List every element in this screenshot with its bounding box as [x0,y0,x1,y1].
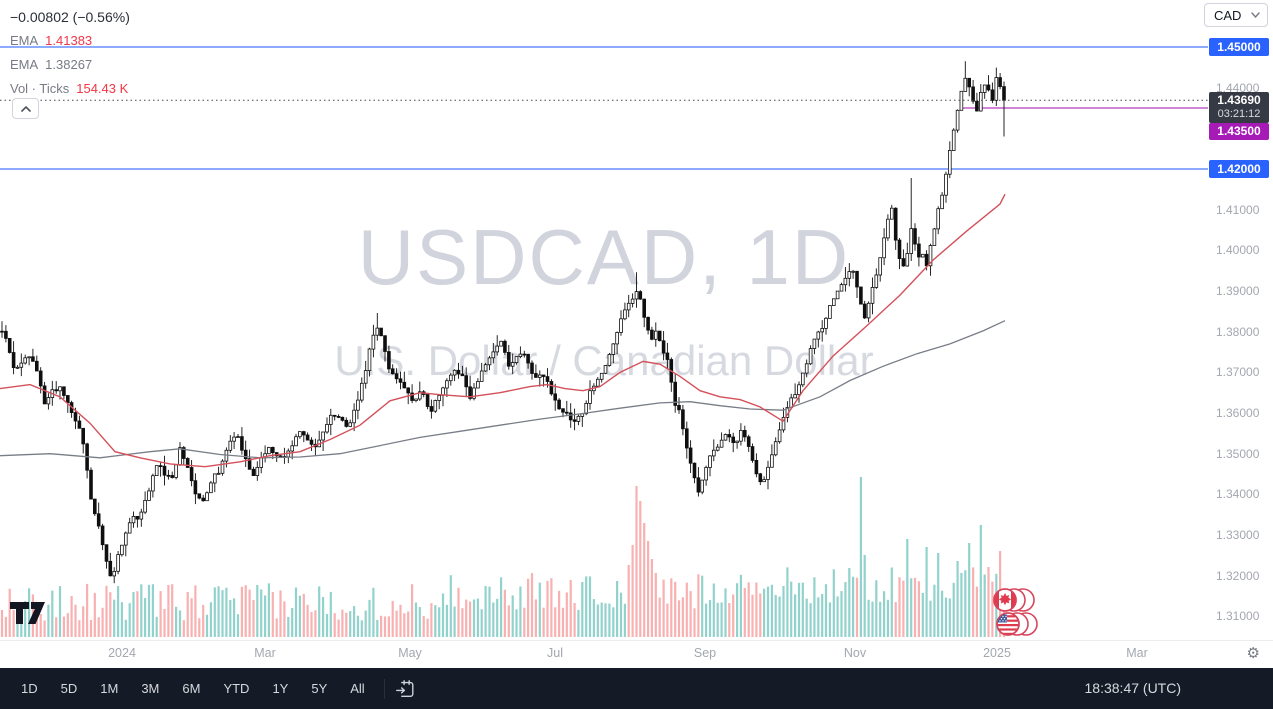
level-price-badge[interactable]: 1.42000 [1209,160,1269,178]
time-axis-label: Sep [693,646,717,660]
legend: −0.00802 (−0.56%) EMA 1.41383 EMA 1.38267 … [10,5,130,101]
price-axis-label: 1.33000 [1216,528,1260,542]
canada-events-icon[interactable] [992,586,1036,619]
last-price-value: 1.43690 [1217,93,1261,107]
ema-slow-label: EMA [10,57,39,72]
level-price-badge[interactable]: 1.45000 [1209,38,1269,56]
currency-selector[interactable]: CAD [1204,3,1268,27]
ema-fast-row[interactable]: EMA 1.41383 [10,29,130,53]
range-button-ytd[interactable]: YTD [213,677,259,700]
chevron-down-icon [1251,12,1260,18]
price-axis-label: 1.38000 [1216,325,1260,339]
range-button-3m[interactable]: 3M [131,677,169,700]
gear-icon[interactable]: ⚙ [1246,644,1260,662]
bottom-toolbar: 1D 5D 1M 3M 6M YTD 1Y 5Y All 18:38:47 (UTC) [0,668,1273,709]
range-button-1y[interactable]: 1Y [262,677,298,700]
range-button-6m[interactable]: 6M [172,677,210,700]
bar-countdown: 03:21:12 [1217,108,1261,120]
time-axis-label: Mar [254,646,276,660]
price-axis-label: 1.31000 [1216,609,1260,623]
range-button-5y[interactable]: 5Y [301,677,337,700]
currency-selector-value: CAD [1214,7,1242,23]
time-axis-label: Nov [843,646,867,660]
price-axis-label: 1.34000 [1216,487,1260,501]
range-button-1d[interactable]: 1D [11,677,48,700]
range-button-5d[interactable]: 5D [51,677,88,700]
last-price-badge: 1.43690 03:21:12 [1209,92,1269,123]
price-change: −0.00802 (−0.56%) [10,9,130,25]
time-axis-label: Mar [1126,646,1148,660]
tradingview-logo-icon [10,602,45,624]
us-events-icon[interactable] [995,610,1039,643]
candles [0,61,1006,584]
price-axis-label: 1.41000 [1216,203,1260,217]
ema-fast-line[interactable] [0,193,1006,468]
price-axis-label: 1.35000 [1216,447,1260,461]
time-axis-label: Jul [547,646,563,660]
time-scale[interactable]: ⚙ 2024 Mar May Jul Sep Nov 2025 Mar [0,640,1273,669]
price-axis-label: 1.44000 [1216,81,1260,95]
volume-row[interactable]: Vol · Ticks 154.43 K [10,77,130,101]
go-to-date-calendar-icon [395,679,414,697]
ema-fast-value: 1.41383 [45,33,93,48]
canada-flag-coins-icon [993,588,1035,612]
price-axis-label: 1.37000 [1216,365,1260,379]
ema-slow-value: 1.38267 [45,57,93,72]
time-axis-label: 2024 [108,646,136,660]
price-scale[interactable]: 1.44000 1.41000 1.40000 1.39000 1.38000 1.370… [1208,0,1273,640]
volume-value: 154.43 K [76,81,129,96]
volume-label: Vol · Ticks [10,81,70,96]
ema-slow-line[interactable] [0,320,1006,459]
us-flag-coins-icon [996,612,1038,636]
price-axis-label: 1.36000 [1216,406,1260,420]
range-button-all[interactable]: All [340,677,374,700]
go-to-date-button[interactable] [394,678,416,700]
collapse-legend-button[interactable] [12,98,39,119]
toolbar-separator [383,678,385,699]
price-axis-label: 1.39000 [1216,284,1260,298]
tradingview-logo[interactable] [10,602,46,631]
chart-pane[interactable]: USDCAD, 1D U.S. Dollar / Canadian Dollar… [0,0,1208,640]
price-axis-label: 1.32000 [1216,569,1260,583]
candlestick-chart[interactable] [0,0,1208,640]
volume-bars [0,477,1006,637]
time-axis-label: May [398,646,422,660]
price-axis-label: 1.40000 [1216,243,1260,257]
chevron-up-icon [20,105,31,112]
ema-fast-label: EMA [10,33,39,48]
clock-utc: 18:38:47 (UTC) [1084,680,1181,696]
range-button-1m[interactable]: 1M [90,677,128,700]
ema-slow-row[interactable]: EMA 1.38267 [10,53,130,77]
time-axis-label: 2025 [983,646,1011,660]
alert-price-badge[interactable]: 1.43500 [1209,123,1269,140]
